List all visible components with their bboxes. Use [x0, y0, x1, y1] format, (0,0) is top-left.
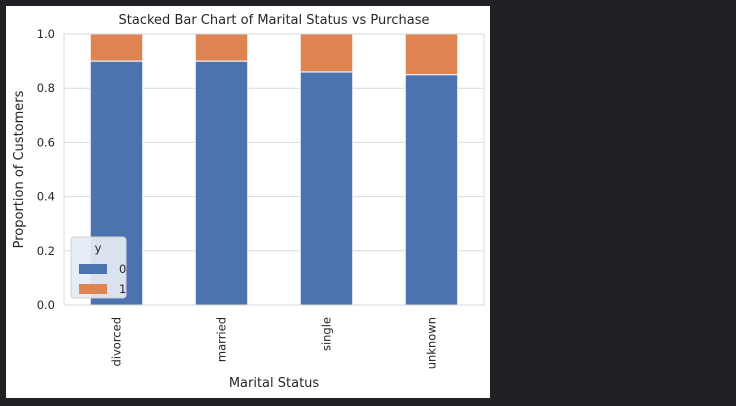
- x-tick-label-married: married: [215, 317, 229, 362]
- y-tick-label: 0.6: [37, 135, 55, 149]
- y-tick-label: 0.2: [37, 244, 55, 258]
- y-axis-label: Proportion of Customers: [12, 90, 27, 248]
- bar-segment-unknown-1: [404, 33, 459, 76]
- x-tick-label-single: single: [320, 317, 334, 351]
- x-tick-label-unknown: unknown: [425, 317, 439, 369]
- x-axis-label: Marital Status: [229, 376, 320, 391]
- y-tick-label: 0.4: [37, 190, 55, 204]
- plot-border: [63, 33, 485, 306]
- legend-label-0: 0: [119, 262, 126, 276]
- y-tick-label: 1.0: [37, 27, 55, 41]
- chart-panel: Stacked Bar Chart of Marital Status vs P…: [6, 6, 490, 398]
- stacked-bar-chart: Stacked Bar Chart of Marital Status vs P…: [12, 13, 485, 391]
- x-tick-label-divorced: divorced: [110, 317, 124, 367]
- legend-swatch-0: [79, 264, 107, 274]
- bars: [89, 33, 459, 306]
- legend-items: 01: [79, 262, 126, 296]
- bar-segment-single-1: [299, 33, 354, 73]
- legend-label-1: 1: [119, 282, 126, 296]
- legend-swatch-1: [79, 284, 107, 294]
- y-tick-labels: 0.0 0.2 0.4 0.6 0.8 1.0: [37, 27, 55, 312]
- chart-title: Stacked Bar Chart of Marital Status vs P…: [119, 13, 430, 28]
- y-tick-label: 0.0: [37, 298, 55, 312]
- y-tick-label: 0.8: [37, 81, 55, 95]
- legend: y 01: [70, 236, 127, 299]
- x-tick-labels: divorced married single unknown: [110, 317, 439, 369]
- bar-segment-married-1: [194, 33, 249, 62]
- bar-segment-single-0: [299, 71, 354, 306]
- bar-segment-divorced-1: [89, 33, 144, 62]
- bar-segment-married-0: [194, 60, 249, 306]
- legend-title: y: [95, 241, 102, 255]
- bar-segment-unknown-0: [404, 74, 459, 306]
